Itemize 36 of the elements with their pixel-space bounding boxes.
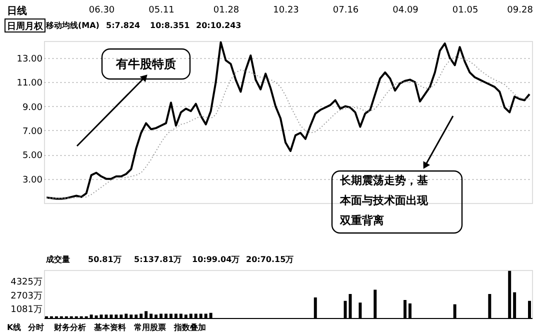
y-tick-label: 7.00 [22, 126, 43, 137]
x-tick-label: 10.23 [273, 6, 299, 16]
text: 常用股票 [134, 323, 166, 332]
text: 成交量 [45, 254, 70, 264]
text: 财务分析 [53, 323, 86, 332]
text: 10:8.351 [150, 21, 190, 30]
text: 20:70.15万 [246, 255, 294, 264]
text: 20:10.243 [196, 21, 242, 30]
x-tick-label: 05.11 [148, 6, 174, 16]
y-tick-label: 13.00 [16, 54, 43, 64]
text: 5:7.824 [106, 21, 141, 30]
text: 日周月权 [7, 21, 44, 32]
y-tick-label: 2703万 [10, 291, 42, 302]
x-tick-label: 09.28 [507, 6, 534, 16]
annotation: 有牛股特质 [115, 57, 176, 71]
y-tick-label: 3.00 [22, 175, 43, 186]
y-tick-label: 11.00 [16, 78, 43, 89]
x-tick-label: 01.05 [452, 6, 478, 16]
text: 5:137.81万 [134, 255, 182, 264]
annotation: 长期震荡走势，基本面与技术面出现双重背离 [339, 174, 429, 227]
x-tick-label: 01.28 [213, 6, 240, 16]
x-tick-label: 06.30 [88, 6, 115, 16]
text: 10:99.04万 [192, 255, 240, 264]
text: 指数叠加 [173, 323, 206, 332]
text: 基本资料 [93, 323, 126, 332]
text: 日线 [7, 5, 27, 17]
y-tick-label: 9.00 [22, 102, 43, 113]
y-tick-label: 4325万 [10, 277, 42, 288]
y-tick-label: 5.00 [22, 151, 43, 162]
text: 移动均线(MA) [45, 21, 100, 30]
x-tick-label: 07.16 [332, 6, 359, 16]
text: 分时 [27, 323, 44, 332]
y-tick-label: 1081万 [10, 305, 42, 316]
text: K线 [7, 323, 22, 332]
x-tick-label: 04.09 [392, 6, 419, 16]
text: 50.81万 [88, 255, 122, 264]
